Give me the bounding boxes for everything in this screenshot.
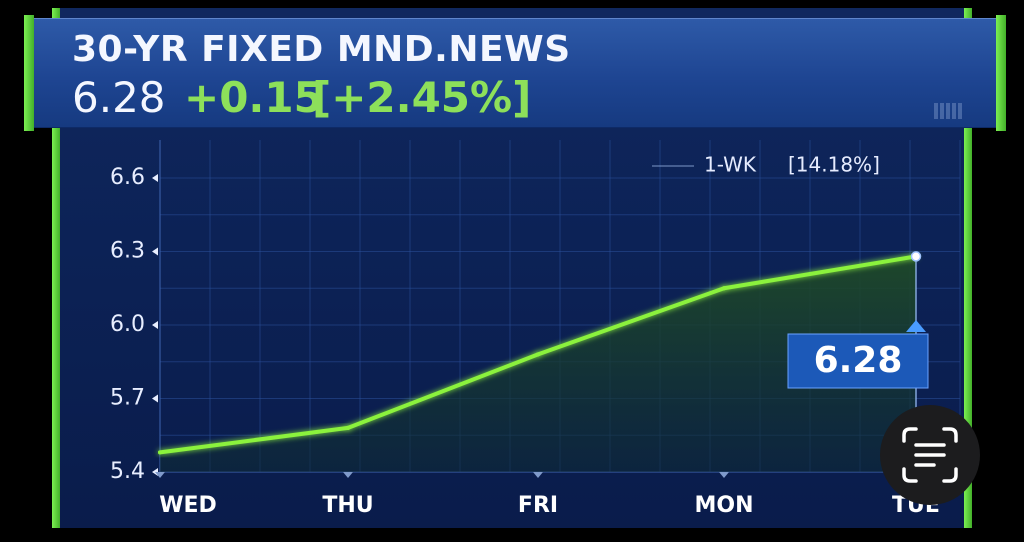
ticker-title: 30-YR FIXED MND.NEWS bbox=[72, 29, 571, 70]
x-tick-marker bbox=[155, 472, 165, 478]
left-green-border bbox=[52, 8, 60, 528]
pixel-pattern-icon bbox=[934, 103, 964, 119]
callout-arrow-icon bbox=[906, 320, 926, 332]
ticker-change: +0.15 bbox=[184, 73, 323, 122]
y-tick-label: 5.7 bbox=[110, 386, 145, 411]
x-tick-label-wed: WED bbox=[159, 493, 217, 518]
x-tick-label-mon: MON bbox=[694, 493, 753, 518]
x-tick-marker bbox=[343, 472, 353, 478]
data-point-thu bbox=[346, 425, 350, 430]
line-segment bbox=[158, 425, 350, 455]
line-segment bbox=[536, 286, 726, 357]
data-point-tue bbox=[910, 251, 922, 262]
y-tick-label: 6.0 bbox=[110, 312, 145, 337]
legend-value: [14.18%] bbox=[788, 153, 880, 177]
x-tick-marker bbox=[533, 472, 543, 478]
x-tick-marker bbox=[719, 472, 729, 478]
header-right-green-accent bbox=[996, 15, 1006, 131]
data-point-mon bbox=[722, 286, 726, 291]
scan-text-button[interactable] bbox=[880, 405, 980, 505]
scan-text-icon bbox=[902, 427, 958, 483]
y-tick-marker bbox=[152, 394, 158, 403]
right-green-border bbox=[964, 8, 972, 528]
y-tick-marker bbox=[152, 321, 158, 329]
ticker-price: 6.28 bbox=[72, 73, 166, 122]
y-tick-label: 5.4 bbox=[110, 459, 145, 484]
data-point-wed bbox=[158, 450, 162, 455]
area-fill bbox=[160, 256, 916, 472]
header-left-green-accent bbox=[24, 15, 34, 131]
callout-value: 6.28 bbox=[814, 340, 903, 381]
callout-box bbox=[787, 333, 929, 389]
data-point-fri bbox=[536, 352, 540, 357]
y-tick-label: 6.6 bbox=[110, 165, 145, 190]
y-tick-marker bbox=[152, 174, 158, 182]
y-tick-marker bbox=[152, 247, 158, 256]
line-segment bbox=[346, 352, 540, 430]
line-segment bbox=[722, 254, 918, 291]
ticker-header: 30-YR FIXED MND.NEWS 6.28 +0.15 [+2.45%] bbox=[24, 15, 1006, 131]
last-value-callout: 6.28 bbox=[787, 320, 929, 389]
legend-label: 1-WK bbox=[704, 153, 757, 177]
x-tick-label-fri: FRI bbox=[518, 493, 558, 518]
ticker-change-percent: [+2.45%] bbox=[312, 73, 532, 122]
x-tick-label-thu: THU bbox=[322, 493, 373, 518]
y-tick-label: 6.3 bbox=[110, 239, 145, 264]
